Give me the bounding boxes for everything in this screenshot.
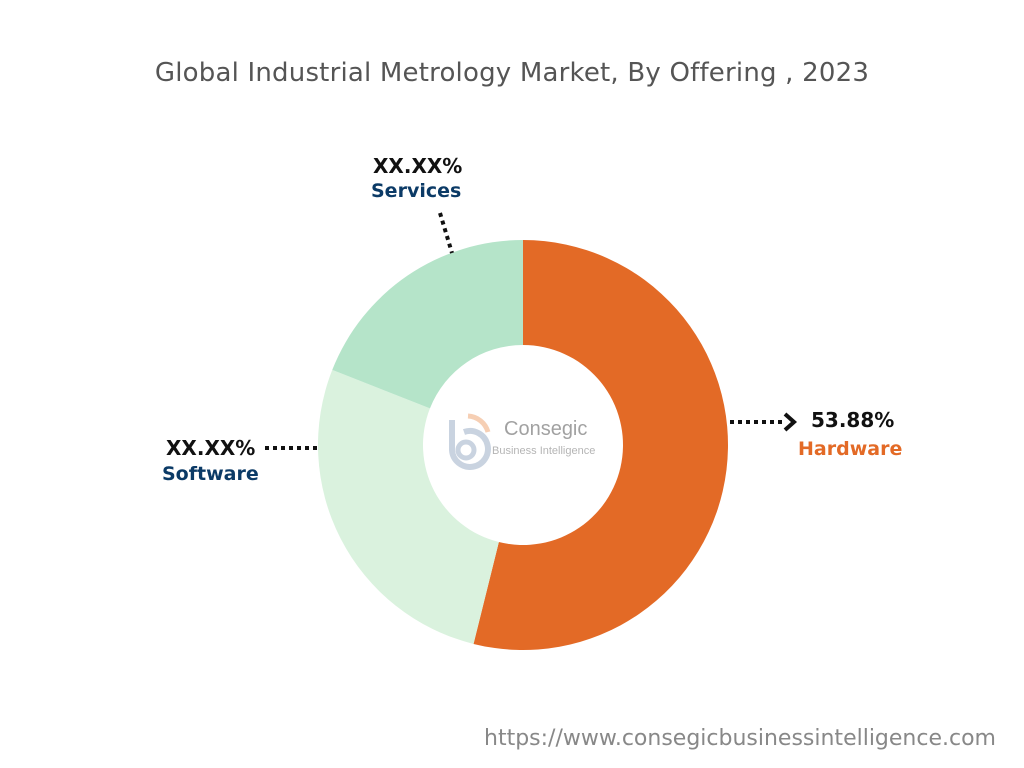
footer-url[interactable]: https://www.consegicbusinessintelligence… bbox=[484, 726, 996, 751]
watermark-line2: Business Intelligence bbox=[492, 445, 596, 457]
logo-icon bbox=[449, 413, 491, 470]
chart-title: Global Industrial Metrology Market, By O… bbox=[154, 58, 870, 88]
data-label-hardware: 53.88% bbox=[811, 408, 895, 432]
data-label-software: XX.XX% bbox=[166, 436, 256, 460]
leader-line-services bbox=[438, 212, 454, 254]
watermark-logo: Consegic Business Intelligence bbox=[444, 410, 614, 470]
donut-slice-software bbox=[318, 369, 499, 644]
watermark-line1: Consegic bbox=[504, 418, 588, 440]
arrow-head-icon bbox=[783, 412, 798, 432]
donut-slice-hardware bbox=[473, 240, 729, 650]
category-label-services: Services bbox=[371, 180, 462, 202]
category-label-hardware: Hardware bbox=[798, 438, 903, 460]
category-label-software: Software bbox=[162, 463, 259, 485]
data-label-services: XX.XX% bbox=[373, 154, 463, 178]
donut-slice-services bbox=[332, 239, 523, 409]
